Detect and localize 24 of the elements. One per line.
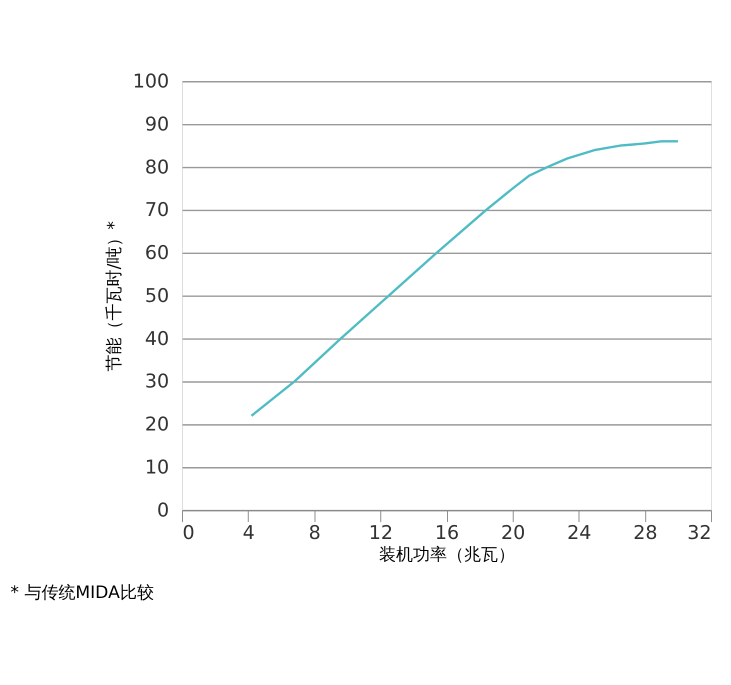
y-tick-label: 80 bbox=[144, 156, 170, 178]
y-tick-label: 90 bbox=[144, 113, 170, 136]
y-tick-label: 30 bbox=[144, 370, 170, 393]
x-axis-title: 装机功率（兆瓦） bbox=[378, 545, 515, 566]
x-tick-label: 28 bbox=[633, 522, 658, 544]
x-tick-label: 20 bbox=[500, 522, 526, 544]
y-tick-label: 50 bbox=[144, 284, 170, 307]
y-axis-title: 节能（千瓦时/吨）* bbox=[104, 220, 124, 372]
y-tick-label: 60 bbox=[144, 242, 170, 264]
y-tick-label: 40 bbox=[144, 328, 170, 350]
x-tick-label: 0 bbox=[182, 522, 195, 544]
line-series bbox=[250, 140, 680, 418]
y-tick-label: 100 bbox=[132, 70, 170, 92]
y-tick-label: 20 bbox=[144, 414, 170, 436]
x-tick-label: 16 bbox=[434, 522, 460, 544]
y-tick-label: 10 bbox=[144, 456, 170, 478]
x-tick-label: 4 bbox=[242, 522, 255, 544]
x-tick-label: 24 bbox=[567, 522, 592, 544]
text: * 与传统MIDA比较 bbox=[10, 582, 154, 603]
y-tick-label: 0 bbox=[157, 499, 170, 522]
y-tick-label: 70 bbox=[144, 199, 170, 222]
x-tick-label: 32 bbox=[687, 522, 712, 544]
x-tick-label: 8 bbox=[308, 522, 321, 544]
x-tick-label: 12 bbox=[368, 522, 393, 544]
